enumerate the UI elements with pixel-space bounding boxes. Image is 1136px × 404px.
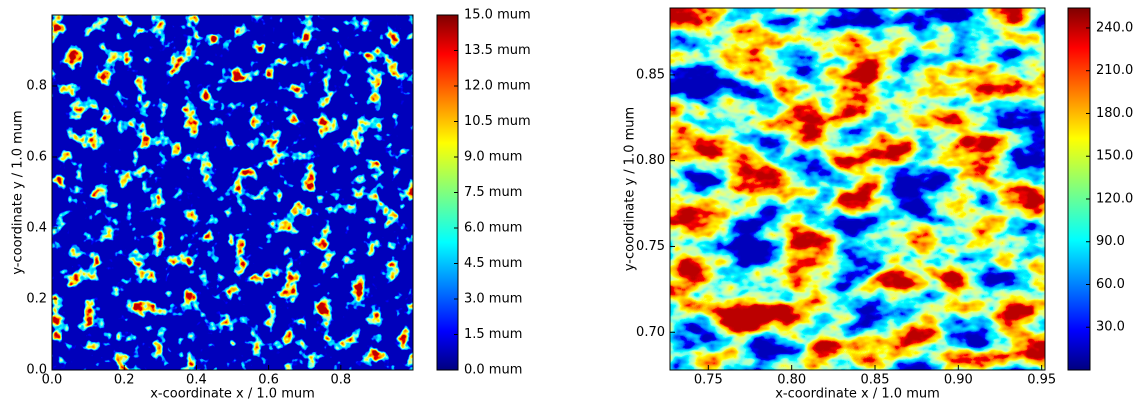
colorbar-tick-label: 0.0 mum: [464, 363, 522, 378]
colorbar-tick-label: 13.5 mum: [464, 43, 531, 58]
x-tick-label: 0.8: [330, 373, 351, 388]
x-tick-label: 0.6: [258, 373, 279, 388]
colorbar-tick-label: 30.0: [1096, 320, 1125, 335]
heatmap-image: [670, 8, 1045, 370]
colorbar-tick-label: 180.0: [1096, 106, 1133, 121]
colorbar-tick-label: 1.5 mum: [464, 327, 522, 342]
colorbar-tick-label: 150.0: [1096, 149, 1133, 164]
colorbar-tick-label: 9.0 mum: [464, 150, 522, 165]
colorbar-tick-label: 3.0 mum: [464, 292, 522, 307]
plot-frame: [669, 7, 1046, 371]
colorbar-tick-label: 15.0 mum: [464, 8, 531, 23]
colorbar-tick-label: 210.0: [1096, 63, 1133, 78]
y-tick-label: 0.70: [636, 325, 665, 340]
y-tick-label: 0.2: [26, 292, 47, 307]
x-tick-label: 0.90: [944, 373, 973, 388]
y-tick-label: 0.6: [26, 150, 47, 165]
y-tick-label: 0.8: [26, 79, 47, 94]
colorbar: [1067, 7, 1091, 371]
x-tick-label: 0.75: [694, 373, 723, 388]
plot-frame: [51, 14, 414, 371]
x-tick-label: 0.2: [114, 373, 135, 388]
y-axis-label: y-coordinate y / 1.0 mum: [623, 107, 638, 271]
y-tick-label: 0.0: [26, 363, 47, 378]
x-axis-label: x-coordinate x / 1.0 mum: [150, 387, 315, 402]
x-axis-label: x-coordinate x / 1.0 mum: [775, 387, 940, 402]
x-tick-label: 0.95: [1027, 373, 1056, 388]
colorbar-tick-label: 120.0: [1096, 191, 1133, 206]
colorbar-tick-label: 12.0 mum: [464, 79, 531, 94]
y-tick-label: 0.85: [636, 67, 665, 82]
x-tick-label: 0.4: [186, 373, 207, 388]
x-tick-label: 0.80: [777, 373, 806, 388]
heatmap-image: [52, 15, 413, 370]
y-tick-label: 0.4: [26, 221, 47, 236]
y-axis-label: y-coordinate y / 1.0 mum: [11, 110, 26, 274]
y-tick-label: 0.80: [636, 153, 665, 168]
colorbar-tick-label: 60.0: [1096, 277, 1125, 292]
y-tick-label: 0.75: [636, 239, 665, 254]
x-tick-label: 0.85: [861, 373, 890, 388]
colorbar-tick-label: 4.5 mum: [464, 256, 522, 271]
colorbar-tick-label: 240.0: [1096, 20, 1133, 35]
x-tick-label: 0.0: [42, 373, 63, 388]
colorbar-tick-label: 90.0: [1096, 234, 1125, 249]
colorbar-tick-label: 7.5 mum: [464, 185, 522, 200]
colorbar-tick-label: 10.5 mum: [464, 114, 531, 129]
colorbar-tick-label: 6.0 mum: [464, 221, 522, 236]
